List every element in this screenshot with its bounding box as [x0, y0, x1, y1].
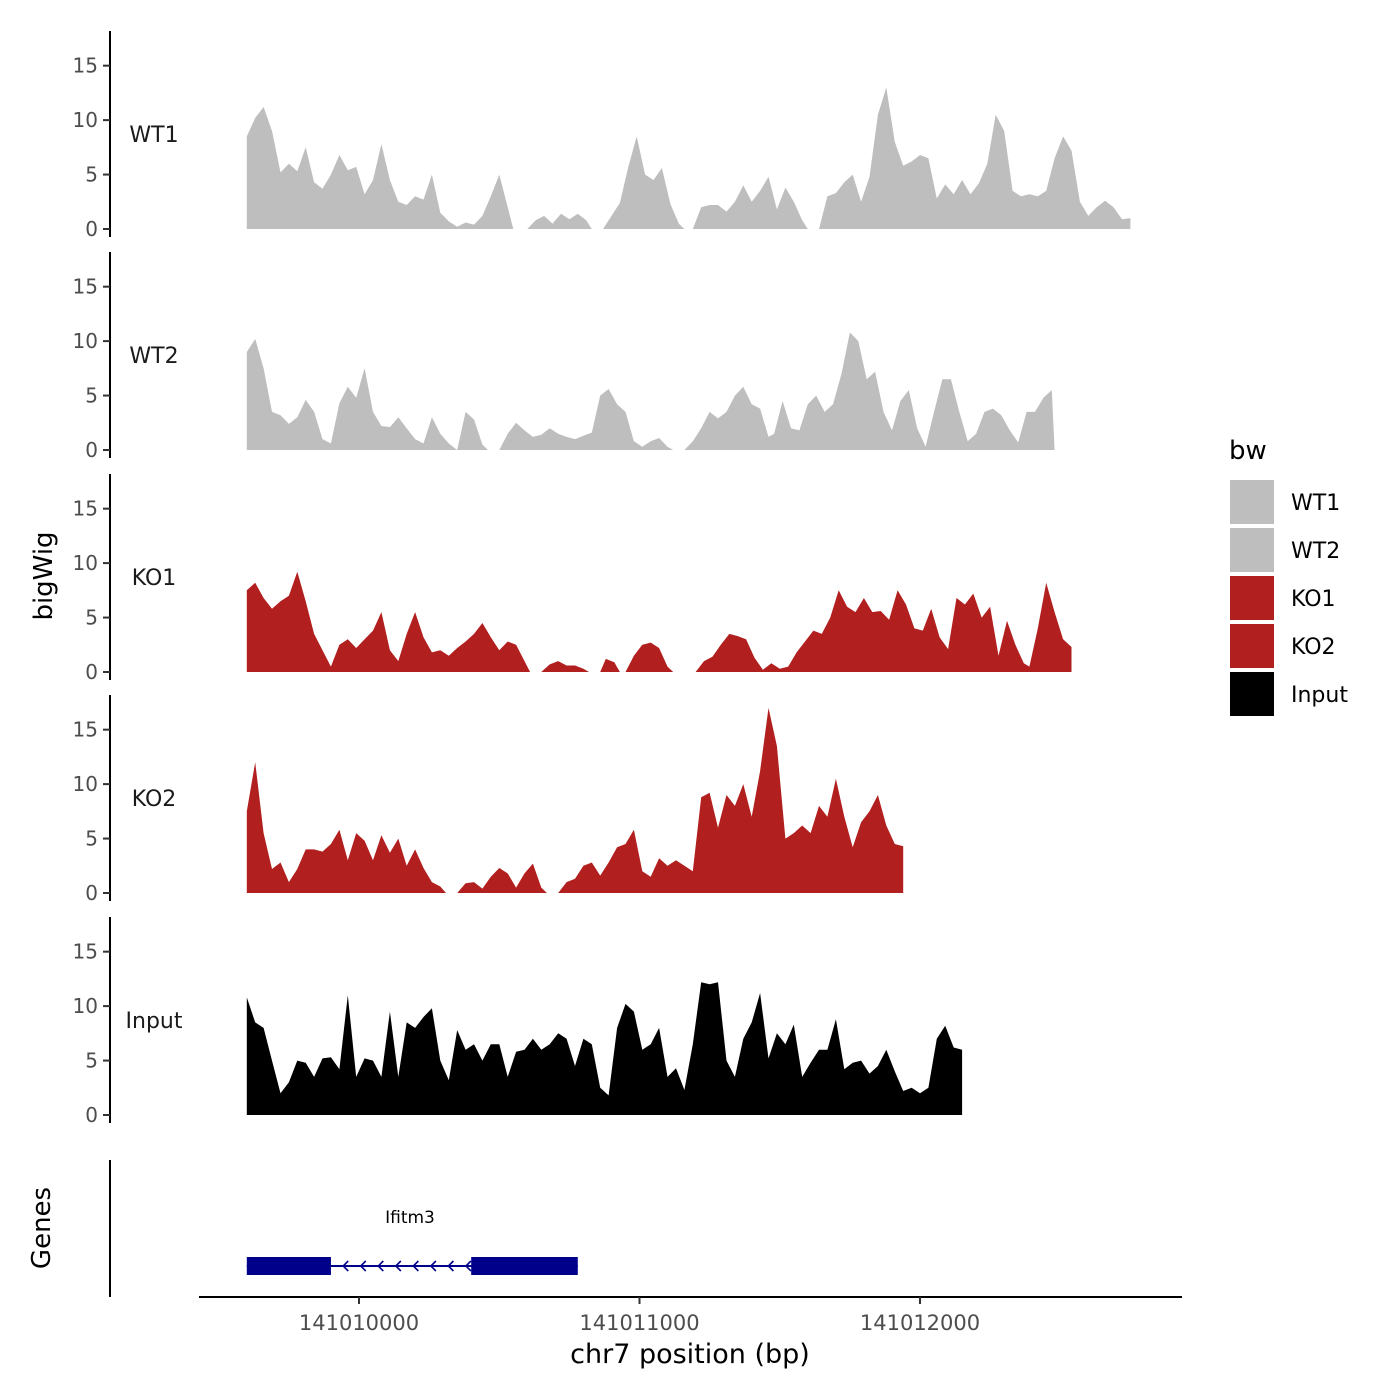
- strand-arrow: [412, 1260, 419, 1272]
- y-axis-label: bigWig: [29, 531, 59, 620]
- panel-input: 0 5 10 15 Input: [73, 917, 963, 1127]
- y-tick-label: 15: [73, 275, 98, 299]
- y-tick-label: 10: [73, 108, 98, 132]
- gene-exon: [471, 1257, 578, 1275]
- strand-arrow: [464, 1260, 472, 1272]
- legend-item-wt1: WT1: [1230, 480, 1340, 524]
- x-axis-label: chr7 position (bp): [570, 1339, 810, 1370]
- y-tick-label: 0: [85, 1103, 98, 1127]
- area-wt2: [246, 332, 1055, 450]
- x-tick-label: 141010000: [299, 1311, 419, 1335]
- panel-ko1: 0 5 10 15 KO1: [73, 474, 1072, 684]
- area-input: [246, 982, 963, 1115]
- legend-item-input: Input: [1230, 672, 1348, 716]
- y-tick-label: 10: [73, 772, 98, 796]
- legend-swatch: [1230, 576, 1274, 620]
- genes-track-label: Genes: [27, 1187, 57, 1269]
- legend-label: WT1: [1291, 491, 1340, 516]
- y-tick-label: 15: [73, 497, 98, 521]
- gene-label: Ifitm3: [385, 1208, 435, 1228]
- legend-swatch: [1230, 528, 1274, 572]
- y-tick-label: 10: [73, 551, 98, 575]
- y-tick-label: 0: [85, 438, 98, 462]
- y-tick-label: 0: [85, 217, 98, 241]
- legend-label: WT2: [1291, 539, 1340, 564]
- x-tick-label: 141011000: [579, 1311, 699, 1335]
- strand-arrow: [377, 1260, 384, 1272]
- legend: bw WT1 WT2 KO1 KO2 Input: [1229, 436, 1348, 716]
- panel-ko2: 0 5 10 15 KO2: [73, 695, 904, 905]
- legend-swatch: [1230, 672, 1274, 716]
- legend-item-wt2: WT2: [1230, 528, 1340, 572]
- y-tick-label: 5: [85, 606, 98, 630]
- legend-swatch: [1230, 624, 1274, 668]
- y-tick-label: 0: [85, 660, 98, 684]
- strand-arrow: [447, 1260, 454, 1272]
- strand-arrow: [359, 1260, 367, 1272]
- y-tick-label: 0: [85, 881, 98, 905]
- panel-wt1: 0 5 10 15 WT1: [73, 31, 1131, 241]
- legend-label: KO2: [1291, 635, 1336, 660]
- y-tick-label: 15: [73, 940, 98, 964]
- panel-label: WT2: [129, 344, 178, 369]
- gene-exon: [246, 1257, 331, 1275]
- legend-title: bw: [1229, 436, 1267, 466]
- strand-arrow: [342, 1260, 349, 1272]
- panel-label: KO2: [132, 787, 177, 812]
- area-ko1: [246, 571, 1072, 672]
- area-wt1: [246, 87, 1131, 230]
- y-tick-label: 15: [73, 54, 98, 78]
- legend-label: Input: [1291, 683, 1348, 708]
- y-tick-label: 15: [73, 718, 98, 742]
- y-tick-label: 5: [85, 827, 98, 851]
- gene-model: Ifitm3: [246, 1208, 578, 1275]
- legend-swatch: [1230, 480, 1274, 524]
- legend-label: KO1: [1291, 587, 1336, 612]
- y-tick-label: 10: [73, 329, 98, 353]
- x-tick-label: 141012000: [860, 1311, 980, 1335]
- y-tick-label: 5: [85, 163, 98, 187]
- panel-label: Input: [126, 1009, 183, 1034]
- legend-item-ko1: KO1: [1230, 576, 1336, 620]
- panel-label: KO1: [132, 566, 177, 591]
- y-tick-label: 5: [85, 1049, 98, 1073]
- panel-wt2: 0 5 10 15 WT2: [73, 252, 1055, 462]
- area-ko2: [246, 707, 904, 893]
- strand-arrow: [429, 1260, 437, 1272]
- y-tick-label: 5: [85, 384, 98, 408]
- strand-arrow: [394, 1260, 402, 1272]
- y-tick-label: 10: [73, 994, 98, 1018]
- legend-item-ko2: KO2: [1230, 624, 1336, 668]
- panel-label: WT1: [129, 123, 178, 148]
